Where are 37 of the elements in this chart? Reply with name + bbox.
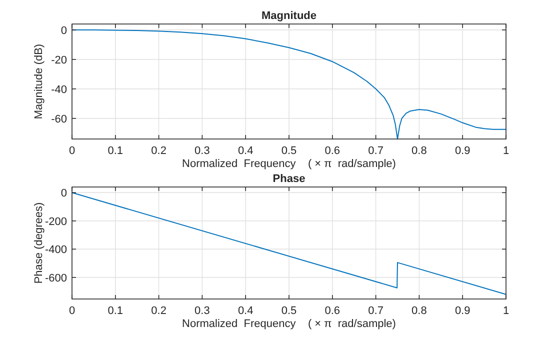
- y-tick-label: -60: [51, 113, 67, 126]
- x-tick-label: 0.1: [108, 305, 124, 317]
- x-tick-label: 0.7: [368, 145, 384, 157]
- x-tick-label: 0: [68, 305, 76, 317]
- x-axis-title: Normalized Frequency ( × π rad/sample): [182, 318, 396, 330]
- x-tick-label: 0.6: [324, 145, 340, 157]
- x-tick-label: 0.1: [108, 145, 124, 157]
- y-tick-label: 0: [60, 24, 67, 37]
- y-tick-label: -200: [44, 216, 67, 228]
- x-tick-label: 1: [502, 305, 510, 317]
- x-tick-label: 0.2: [151, 305, 166, 317]
- chart-title: Magnitude: [262, 10, 316, 22]
- x-axis-title: Normalized Frequency ( × π rad/sample): [182, 158, 396, 170]
- x-tick-label: 0.4: [238, 305, 254, 317]
- x-tick-label: 0.3: [194, 145, 210, 157]
- x-tick-label: 0.3: [194, 305, 210, 317]
- x-tick-label: 0.8: [412, 145, 427, 157]
- x-tick-label: 0.2: [151, 145, 166, 157]
- x-tick-label: 0.9: [454, 305, 470, 317]
- x-tick-label: 0.4: [238, 145, 254, 157]
- y-axis-title: Phase (degrees): [33, 202, 45, 284]
- chart-title: Phase: [272, 173, 306, 185]
- y-tick-label: -40: [51, 84, 67, 96]
- x-tick-label: 0.5: [281, 305, 297, 317]
- y-tick-label: -400: [44, 244, 67, 256]
- x-tick-label: 1: [502, 145, 510, 157]
- x-tick-label: 0.7: [368, 305, 384, 317]
- y-axis-title: Magnitude (dB): [33, 44, 45, 120]
- y-tick-label: -600: [44, 272, 67, 284]
- y-tick-label: 0: [60, 188, 67, 200]
- x-tick-label: 0.9: [454, 145, 470, 157]
- x-tick-label: 0.6: [324, 305, 340, 317]
- x-tick-label: 0.8: [412, 305, 427, 317]
- x-tick-label: 0.5: [281, 145, 297, 157]
- y-tick-label: -20: [51, 54, 67, 66]
- x-tick-label: 0: [68, 145, 76, 157]
- line-series: [72, 192, 506, 295]
